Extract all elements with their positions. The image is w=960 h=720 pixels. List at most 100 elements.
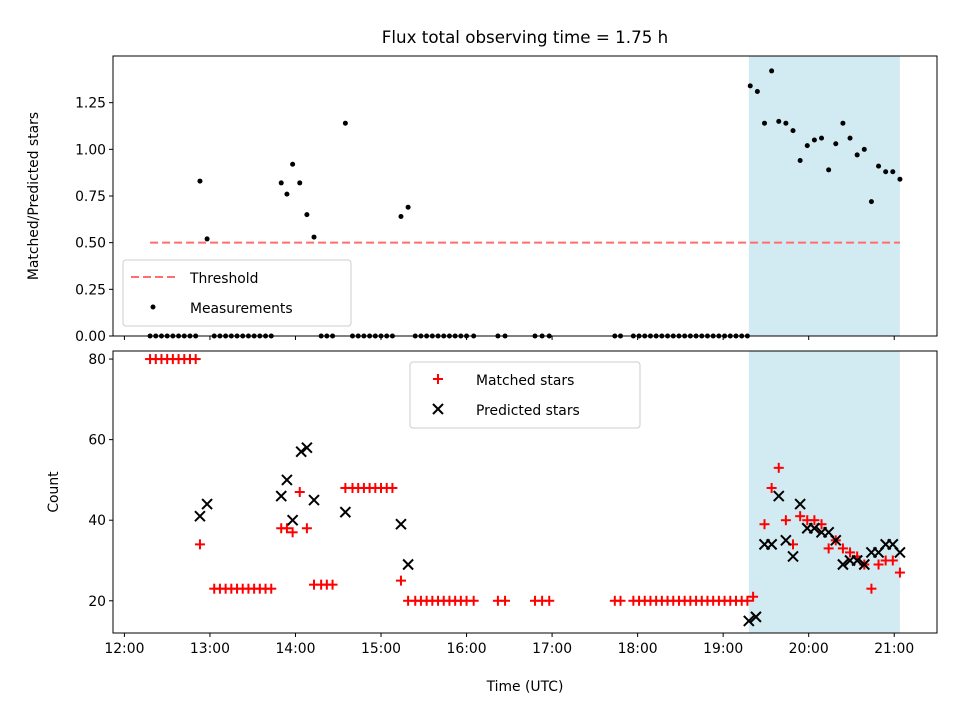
matched-star-point: [301, 523, 312, 534]
bottom-y-axis-label: Count: [46, 471, 62, 513]
top-y-axis-label: Matched/Predicted stars: [26, 112, 42, 280]
matched-star-point: [266, 583, 277, 594]
measurement-point: [747, 83, 753, 89]
top-y-tick-label: 1.00: [75, 142, 106, 158]
x-axis-label: Time (UTC): [486, 679, 564, 695]
matched-stars-legend-swatch: [433, 374, 443, 384]
matched-stars-legend-label: Matched stars: [476, 373, 574, 389]
bottom-panel-frame: [112, 350, 938, 634]
matched-star-point: [500, 595, 511, 606]
x-tick-label: 15:00: [361, 641, 401, 657]
measurement-point: [797, 158, 803, 164]
predicted-star-point: [794, 498, 806, 510]
matched-star-point: [468, 595, 479, 606]
measurement-point: [769, 68, 775, 74]
measurement-point: [398, 214, 404, 220]
predicted-star-point: [780, 534, 792, 547]
matched-star-point: [809, 515, 820, 526]
x-tick-label: 20:00: [789, 641, 829, 657]
matched-stars-series: [145, 354, 905, 606]
matched-star-point: [823, 543, 834, 554]
matched-star-point: [194, 539, 205, 550]
measurement-point: [304, 212, 310, 218]
predicted-stars-legend-swatch: [432, 403, 444, 415]
predicted-star-point: [765, 538, 778, 551]
measurements-legend-swatch: [150, 304, 156, 310]
predicted-star-point: [851, 554, 863, 567]
predicted-star-point: [743, 615, 755, 627]
x-tick-label: 16:00: [447, 641, 487, 657]
matched-star-point: [773, 462, 784, 473]
matched-star-point: [287, 527, 298, 538]
predicted-star-point: [837, 558, 849, 571]
predicted-star-point: [308, 494, 320, 506]
top-y-tick-label: 0.50: [75, 236, 106, 252]
predicted-star-point: [201, 498, 213, 510]
x-tick-label: 12:00: [104, 641, 144, 657]
predicted-star-point: [808, 522, 821, 534]
predicted-star-point: [830, 534, 842, 547]
predicted-star-point: [773, 490, 785, 502]
matched-star-point: [759, 519, 770, 530]
top-panel: 0.00 0.25 0.50 0.75 1.00 1.25 Matched/Predict…: [26, 55, 938, 345]
predicted-star-point: [281, 474, 293, 486]
predicted-star-point: [295, 446, 307, 458]
top-panel-frame: [112, 55, 938, 337]
measurement-point: [405, 204, 411, 210]
measurement-point: [868, 199, 874, 205]
bottom-x-axis-ticks: 12:00 13:00 14:00 15:00 16:00 17:00 18:00 19:00…: [104, 633, 914, 657]
predicted-star-point: [339, 506, 352, 518]
matched-star-point: [281, 523, 292, 534]
measurement-point: [826, 167, 832, 173]
predicted-star-point: [894, 546, 906, 559]
measurement-point: [876, 163, 882, 169]
measurement-point: [861, 146, 867, 152]
predicted-star-point: [858, 558, 871, 571]
predicted-star-point: [286, 514, 299, 526]
measurement-point: [840, 120, 846, 126]
bottom-y-tick-label: 40: [88, 513, 106, 529]
measurement-point: [833, 141, 839, 147]
x-tick-label: 19:00: [703, 641, 743, 657]
matched-star-point: [742, 595, 753, 606]
matched-star-point: [873, 559, 884, 570]
matched-star-point: [887, 555, 898, 566]
top-legend-box: [122, 259, 352, 327]
matched-star-point: [395, 575, 406, 586]
predicted-star-point: [194, 510, 206, 522]
measurement-point: [883, 169, 889, 175]
matched-star-point: [845, 547, 856, 558]
measurement-point: [783, 120, 789, 126]
top-legend: Threshold Measurements: [122, 259, 352, 327]
measurement-point: [790, 128, 796, 134]
matched-star-point: [837, 543, 848, 554]
bottom-y-axis-ticks: 20 40 60 80: [88, 352, 113, 610]
measurement-point: [890, 169, 896, 175]
predicted-star-point: [750, 611, 762, 623]
measurement-point: [297, 180, 303, 186]
matched-star-point: [766, 482, 777, 493]
predicted-stars-legend-label: Predicted stars: [476, 403, 580, 419]
matched-star-point: [387, 482, 398, 493]
predicted-star-point: [395, 518, 407, 530]
bottom-y-tick-label: 20: [88, 594, 106, 610]
bottom-legend-box: [409, 361, 641, 429]
measurement-point: [754, 88, 760, 94]
measurement-point: [897, 176, 903, 182]
measurement-point: [342, 120, 348, 126]
measurement-point: [819, 135, 825, 141]
measurement-point: [847, 135, 853, 141]
measurement-point: [762, 120, 768, 126]
measurement-point: [290, 161, 296, 167]
measurement-point: [804, 143, 810, 149]
matched-star-point: [327, 579, 338, 590]
matched-star-point: [615, 595, 626, 606]
x-tick-label: 14:00: [275, 641, 315, 657]
top-y-axis-ticks: 0.00 0.25 0.50 0.75 1.00 1.25: [75, 96, 113, 345]
x-tick-label: 18:00: [618, 641, 658, 657]
measurement-point: [811, 137, 817, 143]
measurements-legend-label: Measurements: [190, 301, 293, 317]
matched-star-point: [190, 354, 201, 365]
predicted-star-point: [787, 550, 799, 563]
